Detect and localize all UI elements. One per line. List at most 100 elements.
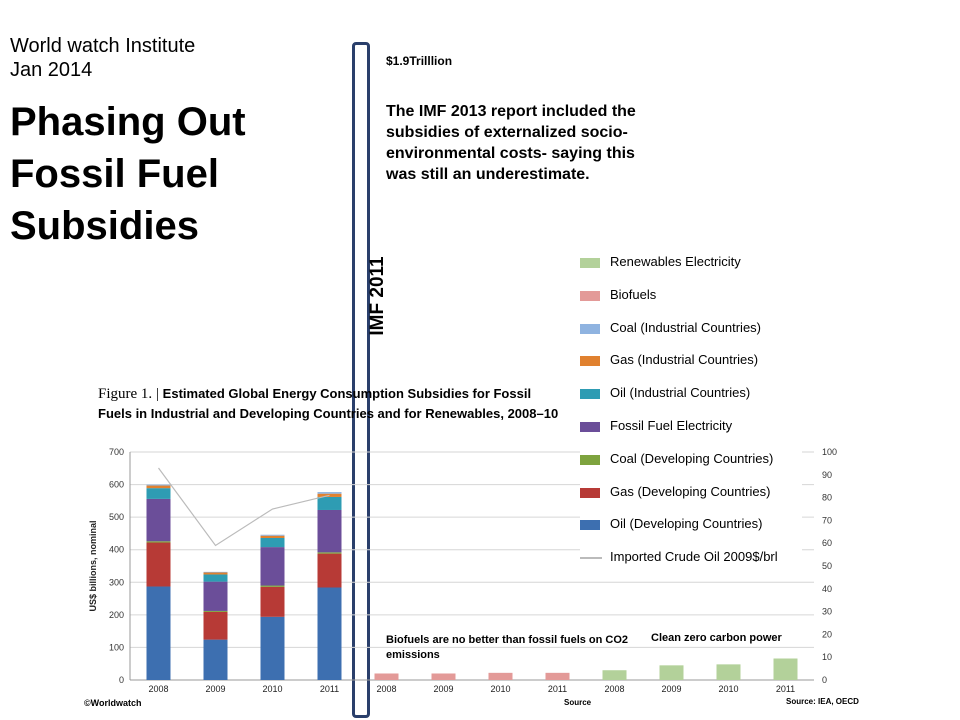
bar-segment bbox=[317, 552, 342, 554]
y2-tick-label: 40 bbox=[822, 584, 832, 594]
figure-label: Figure 1. | bbox=[98, 386, 159, 402]
bar-segment bbox=[146, 485, 171, 489]
x-tick-label: 2010 bbox=[262, 684, 282, 694]
figure-title: Figure 1. | Estimated Global Energy Cons… bbox=[98, 384, 568, 424]
bar-segment bbox=[260, 535, 285, 538]
legend-swatch bbox=[580, 323, 600, 334]
legend-swatch bbox=[580, 389, 600, 400]
x-tick-label: 2011 bbox=[776, 684, 795, 694]
source-block: World watch Institute Jan 2014 bbox=[10, 34, 195, 82]
imf-bracket bbox=[352, 42, 370, 718]
y2-tick-label: 80 bbox=[822, 493, 832, 503]
bar-segment bbox=[203, 581, 228, 611]
biofuel-bar bbox=[488, 672, 513, 680]
imf-note: The IMF 2013 report included the subsidi… bbox=[386, 103, 636, 183]
y2-tick-label: 50 bbox=[822, 561, 832, 571]
subsidy-amount: $1.9Trilllion bbox=[386, 54, 453, 68]
bar-segment bbox=[146, 484, 171, 486]
x-tick-label: 2009 bbox=[433, 684, 453, 694]
y-tick-label: 300 bbox=[109, 577, 124, 587]
bar-segment bbox=[146, 488, 171, 499]
bar-segment bbox=[260, 616, 285, 680]
bar-segment bbox=[146, 542, 171, 587]
y2-tick-label: 90 bbox=[822, 470, 832, 480]
legend-label: Gas (Developing Countries) bbox=[610, 483, 771, 499]
legend-label: Renewables Electricity bbox=[610, 254, 741, 269]
bar-segment bbox=[317, 587, 342, 680]
legend-swatch bbox=[580, 487, 600, 498]
bar-segment bbox=[260, 586, 285, 617]
bar-segment bbox=[203, 574, 228, 582]
renewable-bar bbox=[773, 658, 798, 680]
y-tick-label: 200 bbox=[109, 610, 124, 620]
y-tick-label: 400 bbox=[109, 545, 124, 555]
biofuels-note: Biofuels are no better than fossil fuels… bbox=[386, 634, 629, 661]
bar-segment bbox=[203, 571, 228, 573]
slide-title-line-2: Fossil Fuel bbox=[10, 152, 219, 196]
renewable-bar bbox=[716, 664, 741, 680]
imf-label: IMF 2011 bbox=[367, 256, 388, 336]
legend-swatch bbox=[580, 557, 602, 560]
bar-segment bbox=[203, 572, 228, 575]
y2-tick-label: 100 bbox=[822, 447, 837, 457]
source-date: Jan 2014 bbox=[10, 59, 93, 81]
chart-source: Source: IEA, OECD bbox=[786, 697, 859, 706]
x-tick-label: 2011 bbox=[320, 684, 339, 694]
biofuel-bar bbox=[374, 673, 399, 680]
figure-title-text: Estimated Global Energy Consumption Subs… bbox=[98, 386, 559, 421]
y2-tick-label: 0 bbox=[822, 675, 827, 685]
legend-swatch bbox=[580, 454, 600, 465]
legend-swatch bbox=[580, 258, 600, 268]
y-axis-title: US$ billions, nominal bbox=[88, 520, 98, 611]
y2-tick-label: 20 bbox=[822, 629, 832, 639]
y-tick-label: 100 bbox=[109, 642, 124, 652]
y2-tick-label: 60 bbox=[822, 538, 832, 548]
x-tick-label: 2009 bbox=[661, 684, 681, 694]
x-tick-label: 2008 bbox=[604, 684, 624, 694]
legend-label: Oil (Developing Countries) bbox=[610, 516, 763, 532]
bar-segment bbox=[146, 498, 171, 542]
subsidies-chart: 0 100 200 300 400 500 600 700 0 10 20 30 40 50 60 70 80 9… bbox=[88, 447, 837, 694]
y2-tick-label: 10 bbox=[822, 652, 832, 662]
y-tick-label: 0 bbox=[119, 675, 124, 685]
x-tick-label: 2011 bbox=[548, 684, 567, 694]
legend-label: Coal (Industrial Countries) bbox=[610, 319, 762, 335]
legend-label: Coal (Developing Countries) bbox=[610, 450, 774, 466]
y-tick-label: 500 bbox=[109, 512, 124, 522]
renewable-bar bbox=[659, 665, 684, 680]
oil-price-line bbox=[158, 467, 330, 547]
biofuel-bar bbox=[431, 673, 456, 680]
legend-label: Imported Crude Oil 2009$/brl bbox=[610, 549, 778, 565]
x-tick-label: 2010 bbox=[718, 684, 738, 694]
y2-tick-label: 70 bbox=[822, 515, 832, 525]
legend-label: Oil (Industrial Countries) bbox=[610, 385, 751, 401]
bar-segment bbox=[203, 610, 228, 612]
legend-label: Biofuels bbox=[610, 286, 657, 302]
bar-segment bbox=[317, 553, 342, 588]
x-tick-label: 2008 bbox=[148, 684, 168, 694]
y-tick-label: 700 bbox=[109, 447, 124, 457]
biofuel-bar bbox=[545, 672, 570, 680]
bar-segment bbox=[260, 537, 285, 548]
bar-segment bbox=[260, 585, 285, 587]
legend-swatch bbox=[580, 290, 600, 301]
legend-label: Gas (Industrial Countries) bbox=[610, 352, 759, 368]
source-institute: World watch Institute bbox=[10, 35, 196, 57]
bar-segment bbox=[260, 534, 285, 536]
bar-segment bbox=[146, 541, 171, 543]
slide-title-line-3: Subsidies bbox=[10, 204, 199, 248]
legend-swatch bbox=[580, 422, 600, 432]
bar-segment bbox=[146, 586, 171, 680]
x-tick-label: 2010 bbox=[490, 684, 510, 694]
chart-credit: ©Worldwatch bbox=[84, 698, 142, 708]
bar-segment bbox=[260, 547, 285, 586]
renewable-bar bbox=[602, 670, 627, 680]
bar-segment bbox=[203, 639, 228, 680]
y-tick-label: 600 bbox=[109, 480, 124, 490]
legend-label: Fossil Fuel Electricity bbox=[610, 418, 733, 433]
legend-swatch bbox=[580, 520, 600, 531]
slide-title-line-1: Phasing Out bbox=[10, 100, 246, 144]
chart-legend: Renewables Electricity Biofuels Coal (Indu… bbox=[580, 248, 802, 578]
clean-power-note: Clean zero carbon power bbox=[651, 632, 782, 644]
legend-swatch bbox=[580, 356, 600, 367]
